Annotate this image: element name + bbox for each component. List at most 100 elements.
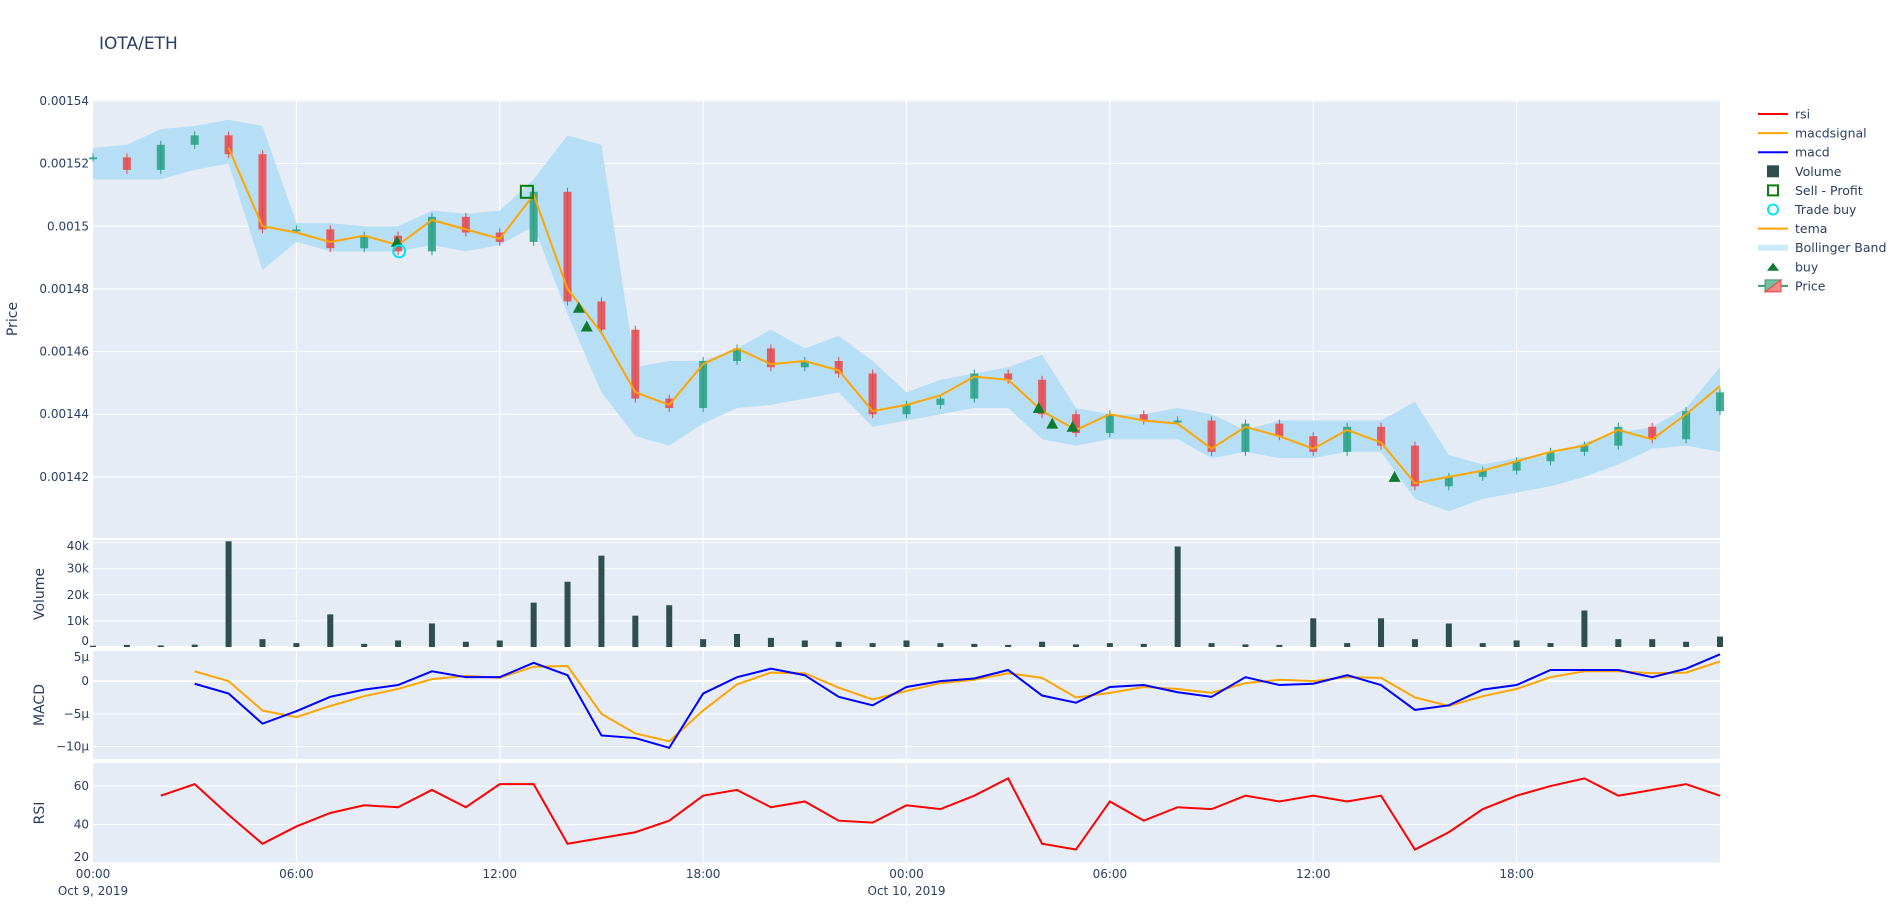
trade-buy-marker[interactable]: [392, 244, 407, 259]
candle[interactable]: [665, 398, 674, 408]
candle[interactable]: [563, 191, 572, 302]
candle[interactable]: [1546, 451, 1555, 462]
candle[interactable]: [1343, 426, 1352, 452]
volume-bar[interactable]: [530, 602, 537, 647]
volume-bar[interactable]: [259, 639, 266, 647]
candle[interactable]: [1173, 420, 1182, 423]
volume-bar[interactable]: [1208, 643, 1215, 647]
volume-bar[interactable]: [123, 644, 130, 647]
volume-bar[interactable]: [157, 645, 164, 647]
sell-profit-marker[interactable]: [519, 184, 534, 199]
candle[interactable]: [1105, 414, 1114, 434]
volume-bar[interactable]: [1344, 643, 1351, 647]
buy-marker[interactable]: [580, 320, 593, 332]
volume-bar[interactable]: [496, 640, 503, 647]
volume-bar[interactable]: [293, 643, 300, 647]
candle[interactable]: [1071, 414, 1080, 434]
candle[interactable]: [1004, 373, 1013, 380]
volume-bar[interactable]: [1140, 643, 1147, 647]
volume-bar[interactable]: [1581, 610, 1588, 647]
volume-bar[interactable]: [1072, 644, 1079, 647]
candle[interactable]: [1478, 470, 1487, 477]
legend-item-trade-buy[interactable]: Trade buy: [1767, 202, 1857, 217]
legend-item-volume[interactable]: Volume: [1767, 164, 1842, 179]
volume-bar[interactable]: [1378, 618, 1385, 647]
volume-bar[interactable]: [700, 639, 707, 647]
volume-bar[interactable]: [1513, 640, 1520, 647]
candle[interactable]: [360, 235, 369, 249]
volume-bar[interactable]: [1106, 643, 1113, 647]
volume-bar[interactable]: [1547, 643, 1554, 647]
legend-item-macdsignal[interactable]: macdsignal: [1758, 126, 1867, 141]
candle[interactable]: [89, 157, 97, 160]
candle[interactable]: [1716, 392, 1724, 412]
legend-item-tema[interactable]: tema: [1758, 221, 1827, 236]
candle[interactable]: [1512, 461, 1521, 471]
legend-item-bollinger-band[interactable]: Bollinger Band: [1758, 240, 1886, 255]
volume-bar[interactable]: [564, 581, 571, 647]
volume-bar[interactable]: [1005, 644, 1012, 647]
volume-bar[interactable]: [361, 643, 368, 647]
candle[interactable]: [868, 373, 877, 415]
candle[interactable]: [292, 229, 301, 232]
buy-marker[interactable]: [1388, 470, 1401, 482]
volume-bar[interactable]: [462, 641, 469, 647]
volume-bar[interactable]: [1615, 639, 1622, 647]
volume-bar[interactable]: [1445, 623, 1452, 647]
candle[interactable]: [1682, 411, 1691, 440]
volume-bar[interactable]: [937, 643, 944, 647]
candle[interactable]: [970, 373, 979, 399]
candle[interactable]: [1241, 423, 1250, 452]
buy-marker[interactable]: [390, 235, 403, 247]
candle[interactable]: [427, 216, 436, 252]
volume-bar[interactable]: [428, 623, 435, 647]
volume-bar[interactable]: [327, 614, 334, 647]
volume-bar[interactable]: [1242, 644, 1249, 647]
candle[interactable]: [733, 348, 742, 361]
candle[interactable]: [597, 301, 606, 330]
candle[interactable]: [461, 216, 470, 233]
volume-bar[interactable]: [1411, 639, 1418, 647]
volume-bar[interactable]: [903, 640, 910, 647]
buy-marker[interactable]: [1066, 420, 1079, 432]
candle[interactable]: [834, 360, 843, 374]
volume-bar[interactable]: [971, 643, 978, 647]
candle[interactable]: [766, 348, 775, 368]
candle[interactable]: [529, 191, 538, 242]
candle[interactable]: [699, 360, 708, 408]
volume-bar[interactable]: [734, 633, 741, 647]
volume-bar[interactable]: [225, 541, 232, 647]
candle[interactable]: [1580, 445, 1589, 452]
volume-bar[interactable]: [869, 643, 876, 647]
candle[interactable]: [1614, 426, 1623, 446]
volume-bar[interactable]: [835, 641, 842, 647]
legend-item-sell-profit[interactable]: Sell - Profit: [1767, 183, 1863, 198]
volume-bar[interactable]: [801, 640, 808, 647]
legend-item-rsi[interactable]: rsi: [1758, 107, 1810, 122]
volume-bar[interactable]: [1174, 546, 1181, 647]
volume-bar[interactable]: [395, 640, 402, 647]
volume-bar[interactable]: [1479, 643, 1486, 647]
buy-marker[interactable]: [572, 301, 585, 313]
candle[interactable]: [936, 398, 945, 405]
legend-item-buy[interactable]: buy: [1767, 259, 1819, 274]
candle[interactable]: [800, 360, 809, 368]
candle[interactable]: [156, 144, 165, 170]
volume-bar[interactable]: [1310, 618, 1317, 647]
volume-bar[interactable]: [1039, 641, 1046, 647]
buy-marker[interactable]: [1032, 401, 1045, 413]
volume-bar[interactable]: [1649, 639, 1656, 647]
candle[interactable]: [1648, 426, 1657, 440]
volume-bar[interactable]: [1683, 641, 1690, 647]
candle[interactable]: [1275, 423, 1284, 437]
legend-item-price[interactable]: Price: [1758, 278, 1826, 293]
candle[interactable]: [1377, 426, 1386, 446]
candle[interactable]: [122, 157, 131, 170]
candle[interactable]: [1309, 436, 1318, 452]
candle[interactable]: [1038, 379, 1047, 415]
candle[interactable]: [1410, 445, 1419, 487]
candle[interactable]: [190, 135, 199, 145]
volume-bar[interactable]: [632, 615, 639, 647]
candle[interactable]: [631, 329, 640, 399]
candle[interactable]: [1207, 420, 1216, 452]
